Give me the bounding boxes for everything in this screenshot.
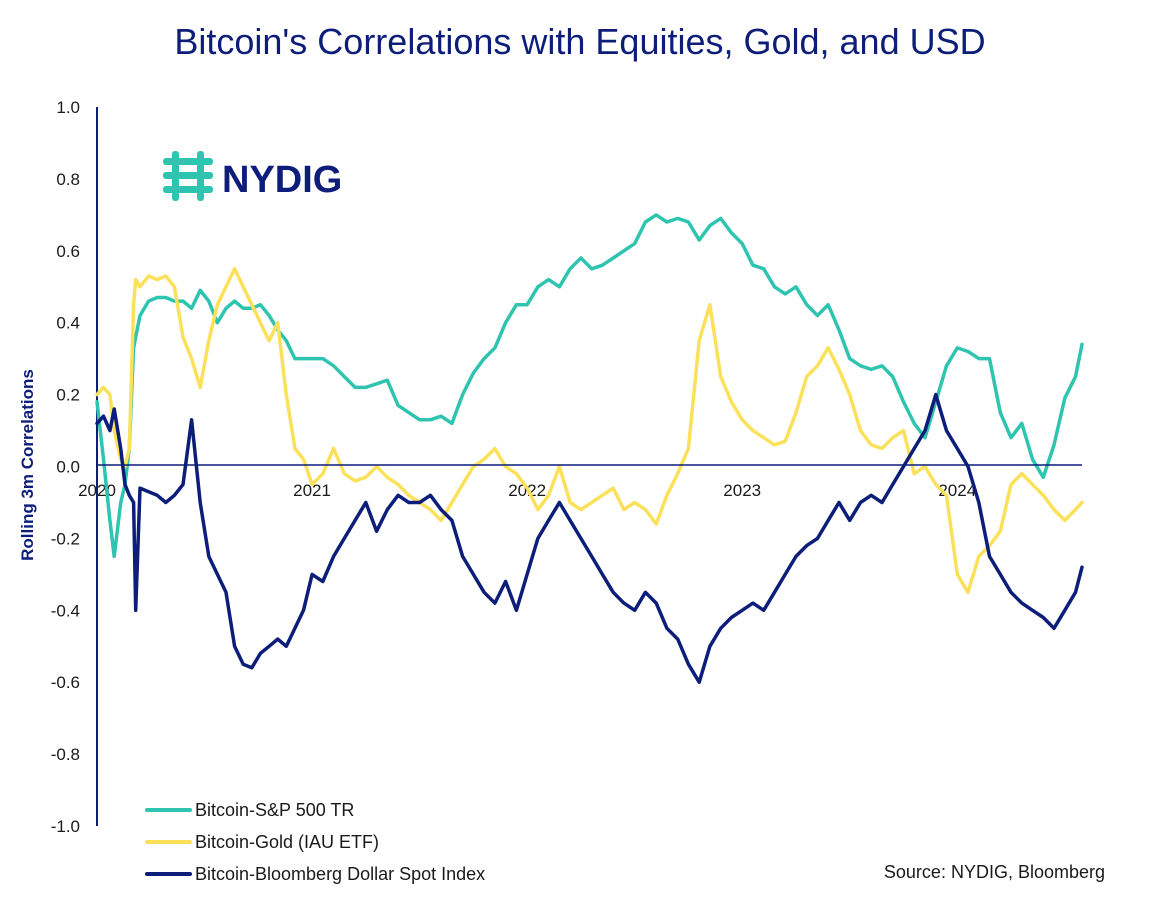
legend-item: Bitcoin-Gold (IAU ETF) [145, 832, 379, 852]
chart-title: Bitcoin's Correlations with Equities, Go… [174, 21, 985, 62]
legend-label: Bitcoin-Bloomberg Dollar Spot Index [195, 864, 485, 884]
y-tick-label: -0.8 [51, 745, 80, 764]
y-tick-label: -1.0 [51, 817, 80, 836]
x-tick-label: 2020 [78, 481, 116, 500]
y-tick-label: -0.4 [51, 601, 80, 620]
y-tick-label: 0.8 [56, 170, 80, 189]
legend-item: Bitcoin-Bloomberg Dollar Spot Index [145, 864, 485, 884]
y-tick-label: 0.0 [56, 458, 80, 477]
legend-label: Bitcoin-S&P 500 TR [195, 800, 354, 820]
y-tick-labels: 1.0 0.8 0.6 0.4 0.2 0.0 -0.2 -0.4 -0.6 -0.8 -1.0 [51, 98, 80, 836]
nydig-logo-text: NYDIG [222, 159, 342, 201]
nydig-logo: NYDIG [163, 151, 342, 201]
y-tick-label: 0.2 [56, 386, 80, 405]
y-tick-label: 0.4 [56, 314, 80, 333]
x-tick-label: 2023 [723, 481, 761, 500]
series-line-3 [95, 392, 1084, 684]
source-note: Source: NYDIG, Bloomberg [884, 862, 1105, 882]
y-tick-label: 0.6 [56, 242, 80, 261]
y-tick-label: 1.0 [56, 98, 80, 117]
series-line-2 [95, 267, 1084, 595]
y-axis-title: Rolling 3m Correlations [18, 369, 37, 561]
legend-label: Bitcoin-Gold (IAU ETF) [195, 832, 379, 852]
series-lines [95, 213, 1084, 684]
legend-item: Bitcoin-S&P 500 TR [145, 800, 354, 820]
series-line-1 [95, 213, 1084, 559]
x-tick-label: 2021 [293, 481, 331, 500]
y-tick-label: -0.6 [51, 673, 80, 692]
legend: Bitcoin-S&P 500 TR Bitcoin-Gold (IAU ETF)… [145, 800, 485, 884]
y-tick-label: -0.2 [51, 529, 80, 548]
nydig-logo-icon [163, 151, 213, 201]
